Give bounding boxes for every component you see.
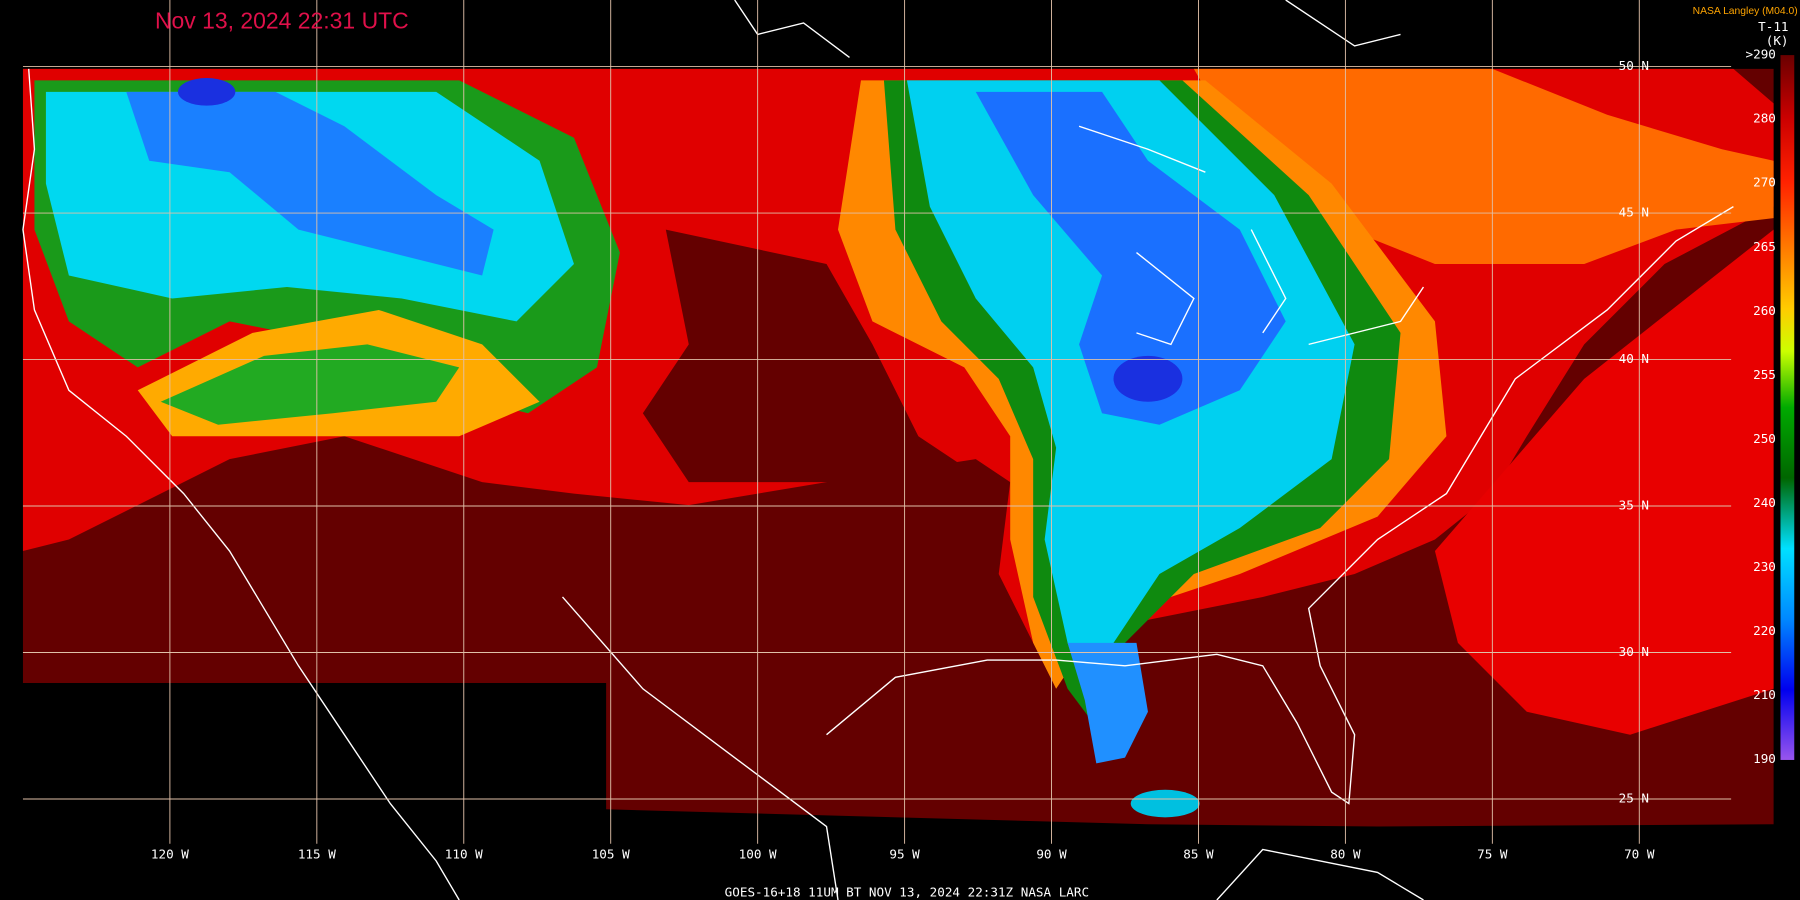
longitude-label: 115 W xyxy=(298,847,336,862)
gulf-coast xyxy=(561,206,1734,900)
colorbar-label: 255 xyxy=(1753,367,1776,382)
longitude-label: 80 W xyxy=(1330,847,1361,862)
latitude-label: 40 N xyxy=(1619,351,1649,366)
colorbar-labels: >290 280 270 265 260 255 250 240 230 220 210 190 xyxy=(1746,47,1776,767)
longitude-label: 90 W xyxy=(1036,847,1067,862)
canada-coast xyxy=(734,0,1424,900)
cloud-gulf-blue xyxy=(1067,642,1148,764)
colorbar-label: 280 xyxy=(1753,111,1776,126)
coastlines xyxy=(22,0,1734,900)
ocean-red xyxy=(1434,229,1774,735)
warm-ground xyxy=(642,229,988,483)
cloud-gulf xyxy=(1130,789,1200,818)
longitude-label: 105 W xyxy=(592,847,630,862)
longitude-label: 100 W xyxy=(739,847,777,862)
longitude-label: 95 W xyxy=(889,847,920,862)
imagery xyxy=(22,68,1774,827)
longitude-label: 75 W xyxy=(1477,847,1508,862)
colorbar-label: 265 xyxy=(1753,239,1776,254)
colorbar-label: 240 xyxy=(1753,495,1776,510)
graticule: 120 W 115 W 110 W 105 W 100 W 95 W 90 W 85 W 80 … xyxy=(22,0,1732,862)
latitude-label: 35 N xyxy=(1619,498,1649,513)
colorbar-name: T-11 xyxy=(1758,19,1788,34)
title: Nov 13, 2024 22:31 UTC xyxy=(155,8,409,34)
longitude-label: 120 W xyxy=(151,847,189,862)
cloud-core xyxy=(1113,355,1183,402)
colorbar-label: 220 xyxy=(1753,623,1776,638)
colorbar-label: 230 xyxy=(1753,559,1776,574)
colorbar-label: >290 xyxy=(1746,47,1776,62)
longitude-label: 70 W xyxy=(1624,847,1655,862)
longitude-label: 110 W xyxy=(445,847,483,862)
footer: GOES-16+18 11UM BT NOV 13, 2024 22:31Z N… xyxy=(725,885,1089,900)
colorbar-label: 210 xyxy=(1753,687,1776,702)
great-lakes xyxy=(1078,125,1425,346)
cloud-core xyxy=(177,78,236,106)
colorbar xyxy=(1780,55,1795,760)
credit: NASA Langley (M04.0) xyxy=(1693,6,1798,17)
west-coast xyxy=(22,68,460,900)
colorbar-unit: (K) xyxy=(1766,33,1789,48)
colorbar-label: 190 xyxy=(1753,751,1776,766)
latitude-label: 45 N xyxy=(1619,205,1649,220)
colorbar-label: 270 xyxy=(1753,175,1776,190)
cloud-front-blue xyxy=(975,91,1286,425)
cloud-west-blue xyxy=(126,91,494,276)
colorbar-label: 250 xyxy=(1753,431,1776,446)
latitude-label: 25 N xyxy=(1619,790,1649,805)
longitude-label: 85 W xyxy=(1183,847,1214,862)
latitude-label: 50 N xyxy=(1619,58,1649,73)
latitude-label: 30 N xyxy=(1619,644,1649,659)
colorbar-label: 260 xyxy=(1753,303,1776,318)
cloud-sw-green xyxy=(160,344,460,425)
